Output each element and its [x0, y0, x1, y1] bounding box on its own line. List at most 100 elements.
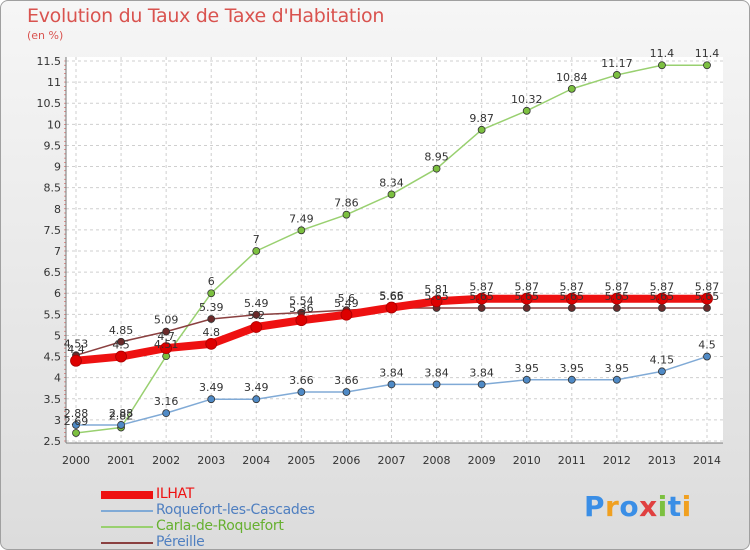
data-label: 6 — [208, 275, 215, 288]
x-tick-label: 2014 — [693, 454, 721, 467]
y-tick-label: 3.5 — [44, 393, 62, 406]
data-point — [658, 304, 666, 312]
data-point — [252, 247, 261, 255]
data-point — [522, 106, 531, 115]
x-tick-label: 2001 — [107, 454, 135, 467]
data-label: 2.82 — [109, 409, 134, 422]
data-point — [72, 429, 80, 437]
data-label: 2.69 — [64, 415, 89, 428]
data-label: 5.39 — [199, 301, 224, 314]
data-point — [703, 352, 711, 361]
data-point — [520, 292, 533, 305]
data-label: 11.4 — [650, 47, 675, 60]
y-tick-label: 10.5 — [37, 97, 62, 110]
y-tick-label: 11.5 — [37, 55, 62, 68]
data-point — [117, 337, 125, 346]
data-point — [658, 61, 666, 70]
x-tick-label: 2002 — [152, 454, 180, 467]
data-label: 10.32 — [511, 93, 543, 106]
data-label: 4.15 — [650, 353, 675, 366]
y-tick-label: 4 — [54, 372, 61, 385]
data-label: 5.65 — [514, 290, 539, 303]
logo-letter: i — [657, 490, 668, 523]
data-label: 3.49 — [244, 381, 269, 394]
data-point — [432, 380, 441, 389]
legend-label: Roquefort-les-Cascades — [156, 502, 315, 518]
data-label: 5.87 — [695, 281, 720, 294]
data-label: 5.65 — [650, 290, 675, 303]
x-tick-label: 2013 — [648, 454, 676, 467]
data-point — [701, 292, 713, 305]
data-point — [612, 304, 621, 312]
data-label: 5.81 — [424, 283, 449, 296]
data-label: 5.87 — [650, 281, 675, 294]
y-tick-label: 8 — [54, 203, 61, 216]
data-label: 4.7 — [157, 330, 175, 343]
proxiti-logo: Proxiti — [584, 490, 692, 523]
logo-letter: t — [667, 490, 682, 523]
data-point — [477, 125, 486, 134]
data-point — [205, 337, 218, 350]
y-tick-label: 5 — [54, 329, 61, 342]
x-tick-label: 2010 — [513, 454, 541, 467]
data-label: 3.66 — [289, 374, 314, 387]
data-label: 5.65 — [469, 290, 494, 303]
data-label: 3.49 — [199, 381, 224, 394]
y-unit-label: (en %) — [27, 29, 64, 42]
data-point — [162, 409, 171, 418]
x-tick-label: 2008 — [423, 454, 451, 467]
data-label: 3.16 — [154, 395, 179, 408]
data-point — [567, 375, 576, 384]
y-tick-label: 2.5 — [44, 435, 62, 448]
data-label: 5.54 — [289, 295, 314, 308]
data-label: 3.66 — [334, 374, 359, 387]
data-label: 4.51 — [154, 338, 179, 351]
data-point — [658, 367, 666, 376]
data-point — [250, 321, 263, 333]
data-point — [567, 304, 576, 312]
data-label: 5.87 — [560, 281, 585, 294]
data-label: 7 — [253, 233, 260, 246]
data-label: 3.95 — [560, 362, 585, 375]
x-tick-label: 2009 — [468, 454, 496, 467]
y-tick-label: 7.5 — [44, 224, 62, 237]
logo-letter: i — [681, 490, 692, 523]
legend-swatch — [101, 542, 153, 544]
data-label: 10.84 — [556, 71, 588, 84]
x-tick-label: 2003 — [197, 454, 225, 467]
data-label: 4.4 — [67, 343, 85, 356]
data-label: 3.84 — [424, 366, 449, 379]
x-tick-label: 2006 — [332, 454, 360, 467]
legend-swatch — [101, 526, 153, 528]
data-label: 5.49 — [334, 297, 359, 310]
legend-swatch — [101, 491, 153, 499]
data-label: 5.2 — [248, 309, 266, 322]
data-point — [567, 84, 576, 93]
data-point — [207, 315, 216, 323]
data-label: 8.34 — [379, 176, 404, 189]
data-point — [72, 421, 80, 429]
data-label: 5.65 — [695, 290, 720, 303]
data-label: 5.87 — [469, 281, 494, 294]
x-tick-label: 2000 — [62, 454, 90, 467]
data-label: 3.84 — [469, 366, 494, 379]
y-tick-label: 4.5 — [44, 351, 62, 364]
data-point — [207, 395, 216, 404]
legend-label: Carla-de-Roquefort — [156, 518, 284, 534]
data-label: 4.5 — [112, 339, 130, 352]
y-tick-label: 6.5 — [44, 266, 62, 279]
data-point — [385, 301, 398, 314]
legend-swatch — [101, 510, 153, 512]
data-point — [70, 354, 82, 367]
y-tick-label: 7 — [54, 245, 61, 258]
data-point — [117, 421, 125, 429]
data-point — [703, 304, 711, 312]
logo-letter: r — [605, 490, 620, 523]
legend-label: Péreille — [156, 534, 205, 550]
data-point — [115, 350, 127, 363]
x-tick-label: 2005 — [287, 454, 315, 467]
logo-letter: x — [639, 490, 658, 523]
logo-letter: o — [619, 490, 640, 523]
data-point — [430, 295, 443, 308]
data-point — [252, 310, 261, 319]
